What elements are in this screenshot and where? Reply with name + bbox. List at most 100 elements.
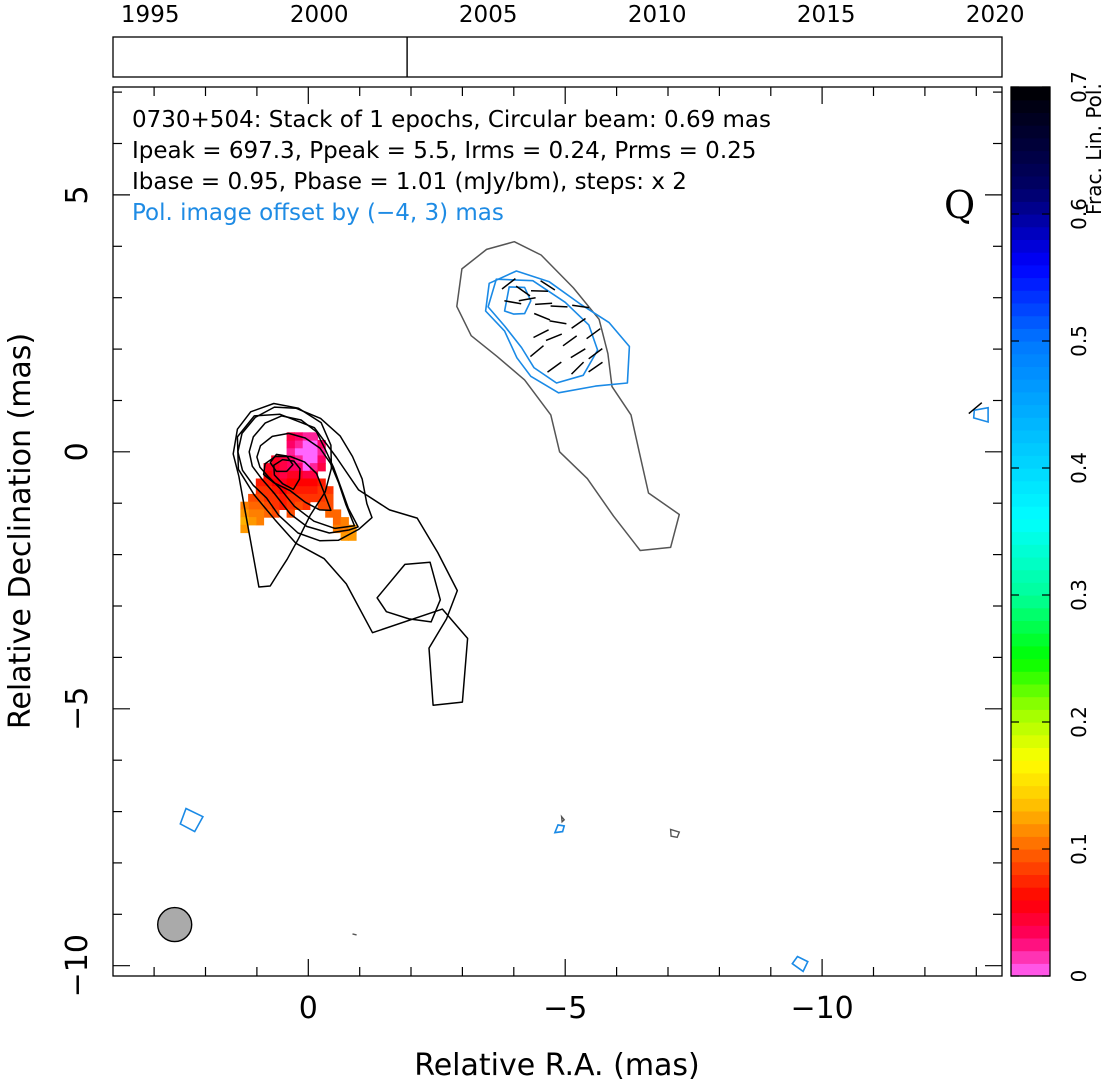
- y-tick-labels: 5 0 −5 −10: [60, 185, 95, 997]
- frac-pol-pixel: [294, 501, 303, 510]
- evpa-tick: [571, 317, 586, 329]
- frac-pol-pixel: [278, 493, 288, 503]
- colorbar-cell: [1011, 963, 1050, 977]
- evpa-tick: [570, 361, 585, 375]
- colorbar-cell: [1011, 175, 1050, 190]
- x-axis-label: Relative R.A. (mas): [414, 1048, 700, 1083]
- frac-pol-pixel: [286, 470, 295, 480]
- timeline-tick-label: 2010: [628, 2, 687, 28]
- frac-pol-pixel: [309, 447, 319, 456]
- frac-pol-pixel: [302, 486, 311, 495]
- colorbar-tick-label: 0.1: [1067, 833, 1091, 865]
- colorbar-cell: [1011, 760, 1050, 774]
- frac-pol-pixel: [248, 517, 257, 526]
- frac-pol-pixel: [317, 501, 326, 510]
- frac-pol-pixel: [340, 524, 349, 534]
- colorbar-cell: [1011, 544, 1050, 558]
- colorbar-cell: [1011, 798, 1050, 812]
- colorbar-ticks: 0 0.1 0.2 0.3 0.4 0.5 0.6 0.7: [1011, 71, 1091, 982]
- frac-pol-pixel: [340, 517, 349, 526]
- colorbar-cell: [1011, 925, 1050, 939]
- frac-pol-pixel: [255, 517, 265, 526]
- frac-pol-pixel: [332, 509, 342, 518]
- colorbar-cell: [1011, 468, 1050, 482]
- colorbar-cell: [1011, 531, 1050, 545]
- colorbar-cell: [1011, 150, 1050, 164]
- colorbar-cell: [1011, 429, 1050, 444]
- colorbar-cell: [1011, 455, 1050, 469]
- frac-pol-pixel: [302, 470, 311, 480]
- x-tick-label: −5: [543, 991, 587, 1026]
- polarized-contours: [179, 270, 989, 973]
- frac-pol-pixel: [263, 486, 272, 495]
- colorbar-cell: [1011, 722, 1050, 736]
- colorbar-cell: [1011, 226, 1050, 240]
- frac-pol-pixel: [271, 493, 280, 503]
- frac-pol-pixel: [348, 532, 357, 541]
- timeline-tick-label: 2020: [966, 2, 1025, 28]
- colorbar-cell: [1011, 658, 1050, 672]
- stokes-i-artifact: [560, 814, 566, 824]
- frac-pol-pixel: [278, 486, 288, 495]
- colorbar-cell: [1011, 595, 1050, 609]
- polarized-contour: [484, 270, 631, 394]
- frac-pol-pixel: [248, 509, 257, 518]
- colorbar-cell: [1011, 137, 1050, 152]
- frac-pol-pixel: [325, 493, 334, 503]
- frac-pol-pixel: [271, 509, 280, 518]
- frac-pol-pixel: [271, 486, 280, 495]
- colorbar-cell: [1011, 556, 1050, 571]
- colorbar-cell: [1011, 188, 1050, 202]
- colorbar-cell: [1011, 366, 1050, 380]
- evpa-tick: [586, 328, 601, 340]
- colorbar-cell: [1011, 772, 1050, 787]
- colorbar-cell: [1011, 442, 1050, 456]
- y-tick-label: 5: [60, 185, 95, 204]
- colorbar-cell: [1011, 239, 1050, 253]
- colorbar-cell: [1011, 709, 1050, 723]
- evpa-tick: [550, 305, 568, 308]
- colorbar-cell: [1011, 836, 1050, 850]
- evpa-tick: [588, 348, 603, 360]
- axis-ticks: [113, 87, 1002, 976]
- frac-pol-pixel: [286, 432, 295, 441]
- stokes-i-contour: [273, 458, 301, 491]
- frac-pol-pixel: [286, 501, 295, 510]
- evpa-tick: [535, 302, 553, 306]
- evpa-tick: [504, 300, 522, 305]
- evpa-tick: [530, 289, 549, 293]
- frac-pol-pixel: [271, 463, 280, 472]
- quality-flag: Q: [944, 183, 975, 227]
- colorbar-cell: [1011, 112, 1050, 126]
- x-tick-labels: 0 −5 −10: [299, 991, 854, 1026]
- evpa-tick: [549, 320, 567, 325]
- colorbar-cell: [1011, 252, 1050, 266]
- frac-pol-pixel: [240, 509, 249, 518]
- frac-pol-pixel: [263, 509, 272, 518]
- colorbar-cell: [1011, 506, 1050, 520]
- frac-pol-pixel: [302, 463, 311, 472]
- frac-pol-pixel: [286, 440, 295, 449]
- colorbar-cell: [1011, 480, 1050, 494]
- timeline-tick-label: 2005: [459, 2, 518, 28]
- frac-pol-pixel: [317, 463, 326, 472]
- frac-pol-pixel: [294, 486, 303, 495]
- frac-pol-pixel: [294, 440, 303, 449]
- colorbar-cell: [1011, 734, 1050, 748]
- colorbar-cell: [1011, 569, 1050, 583]
- frac-pol-pixel: [271, 501, 280, 510]
- colorbar-cell: [1011, 912, 1050, 926]
- colorbar-cell: [1011, 163, 1050, 177]
- colorbar-cell: [1011, 264, 1050, 279]
- evpa-tick: [515, 285, 531, 297]
- frac-pol-pixel: [294, 478, 303, 487]
- stokes-i-contours: [232, 240, 681, 936]
- stokes-i-contour: [237, 406, 373, 542]
- frac-pol-pixel: [278, 478, 288, 487]
- colorbar-cell: [1011, 277, 1050, 291]
- frac-pol-pixel: [309, 455, 319, 464]
- frac-pol-pixel: [302, 447, 311, 456]
- colorbar-cell: [1011, 302, 1050, 317]
- colorbar: 0 0.1 0.2 0.3 0.4 0.5 0.6 0.7 Frac. Lin. Pol.: [1010, 71, 1106, 982]
- timeline-tick-label: 1995: [121, 2, 180, 28]
